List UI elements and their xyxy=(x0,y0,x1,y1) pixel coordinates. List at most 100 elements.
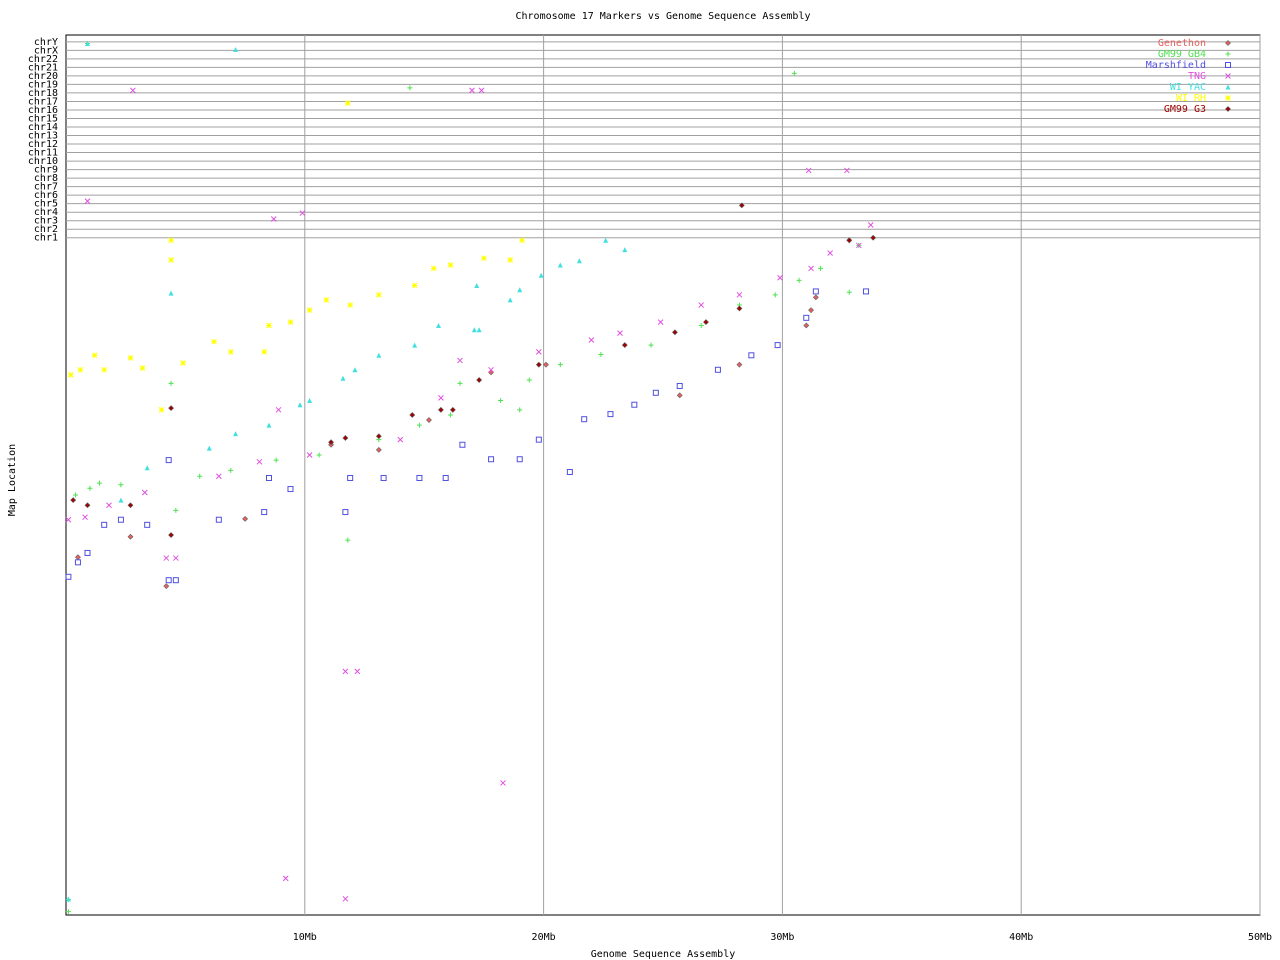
data-point xyxy=(65,909,71,915)
data-point xyxy=(347,302,354,308)
y-tick-label: chr9 xyxy=(34,165,58,176)
data-point xyxy=(323,297,330,303)
data-point xyxy=(808,307,814,314)
data-point xyxy=(803,314,810,321)
data-point xyxy=(698,302,705,308)
data-point xyxy=(163,583,170,590)
data-point xyxy=(287,486,294,493)
data-point xyxy=(215,516,222,523)
data-point xyxy=(168,237,174,244)
y-tick-label: chr7 xyxy=(34,182,58,193)
data-point xyxy=(438,395,444,401)
data-point xyxy=(476,327,482,333)
data-point xyxy=(805,167,812,174)
data-point xyxy=(227,349,234,355)
legend-marker xyxy=(1225,62,1231,68)
data-point xyxy=(412,342,418,348)
data-point xyxy=(275,406,282,413)
y-tick-label: chr15 xyxy=(28,113,58,124)
data-point xyxy=(65,896,71,902)
x-tick-label: 20Mb xyxy=(532,932,556,943)
data-point xyxy=(416,474,423,481)
data-point xyxy=(118,497,124,503)
data-point xyxy=(65,573,72,580)
data-point xyxy=(621,342,628,349)
data-point xyxy=(91,352,98,359)
x-tick-label: 40Mb xyxy=(1009,932,1033,943)
data-point xyxy=(266,322,272,329)
data-point xyxy=(158,406,165,413)
data-point xyxy=(867,222,874,228)
data-point xyxy=(791,70,797,76)
data-point xyxy=(352,367,358,373)
data-point xyxy=(607,411,614,418)
x-tick-label: 10Mb xyxy=(293,932,317,943)
data-point xyxy=(354,668,361,675)
y-tick-label: chr11 xyxy=(28,148,58,159)
y-tick-label: chr21 xyxy=(28,62,58,73)
data-point xyxy=(84,198,91,204)
data-point xyxy=(437,406,444,413)
data-point xyxy=(375,291,382,298)
data-point xyxy=(481,255,487,262)
y-axis-label: Map Location xyxy=(7,444,18,516)
data-point xyxy=(517,407,523,413)
data-point xyxy=(168,380,174,386)
data-point xyxy=(233,46,239,52)
data-point xyxy=(774,342,781,349)
data-point xyxy=(812,288,819,295)
data-point xyxy=(738,202,745,209)
data-point xyxy=(736,291,743,298)
data-point xyxy=(411,282,418,289)
data-point xyxy=(631,401,638,408)
data-point xyxy=(282,875,289,882)
data-point xyxy=(74,559,81,566)
data-point xyxy=(96,480,102,486)
data-point xyxy=(777,274,783,281)
data-point xyxy=(106,502,112,509)
y-tick-label: chr4 xyxy=(34,207,58,218)
data-point xyxy=(526,377,532,383)
data-point xyxy=(344,100,351,107)
data-point xyxy=(535,361,542,368)
data-point xyxy=(265,474,272,481)
data-point xyxy=(82,514,88,521)
data-point xyxy=(870,234,877,241)
data-point xyxy=(101,521,108,528)
y-tick-label: chr2 xyxy=(34,224,58,235)
data-point xyxy=(127,355,134,361)
legend-marker xyxy=(1225,84,1231,90)
data-point xyxy=(139,365,146,371)
data-point xyxy=(375,446,382,453)
data-point xyxy=(588,337,595,343)
y-tick-label: chr22 xyxy=(28,54,58,65)
data-point xyxy=(163,555,170,561)
data-point xyxy=(507,257,514,263)
data-point xyxy=(233,431,239,437)
legend-marker xyxy=(1225,51,1231,57)
y-tick-label: chr14 xyxy=(28,122,58,133)
data-point xyxy=(270,216,277,222)
data-point xyxy=(459,441,466,448)
data-point xyxy=(469,87,475,94)
data-point xyxy=(70,497,77,504)
data-point xyxy=(474,282,480,288)
data-point xyxy=(517,287,523,293)
legend-marker xyxy=(1225,73,1231,79)
y-tick-label: chr19 xyxy=(28,79,58,90)
data-point xyxy=(581,416,588,423)
data-point xyxy=(117,516,124,523)
data-point xyxy=(566,469,573,476)
data-point xyxy=(342,509,349,516)
data-point xyxy=(380,474,387,481)
data-point xyxy=(118,482,124,488)
data-point xyxy=(342,435,349,441)
data-point xyxy=(397,436,404,443)
data-point xyxy=(306,452,313,458)
data-point xyxy=(430,265,437,272)
data-point xyxy=(498,397,504,403)
data-point xyxy=(519,237,525,244)
legend-marker xyxy=(1225,40,1231,46)
data-point xyxy=(476,377,483,383)
data-point xyxy=(657,319,664,325)
